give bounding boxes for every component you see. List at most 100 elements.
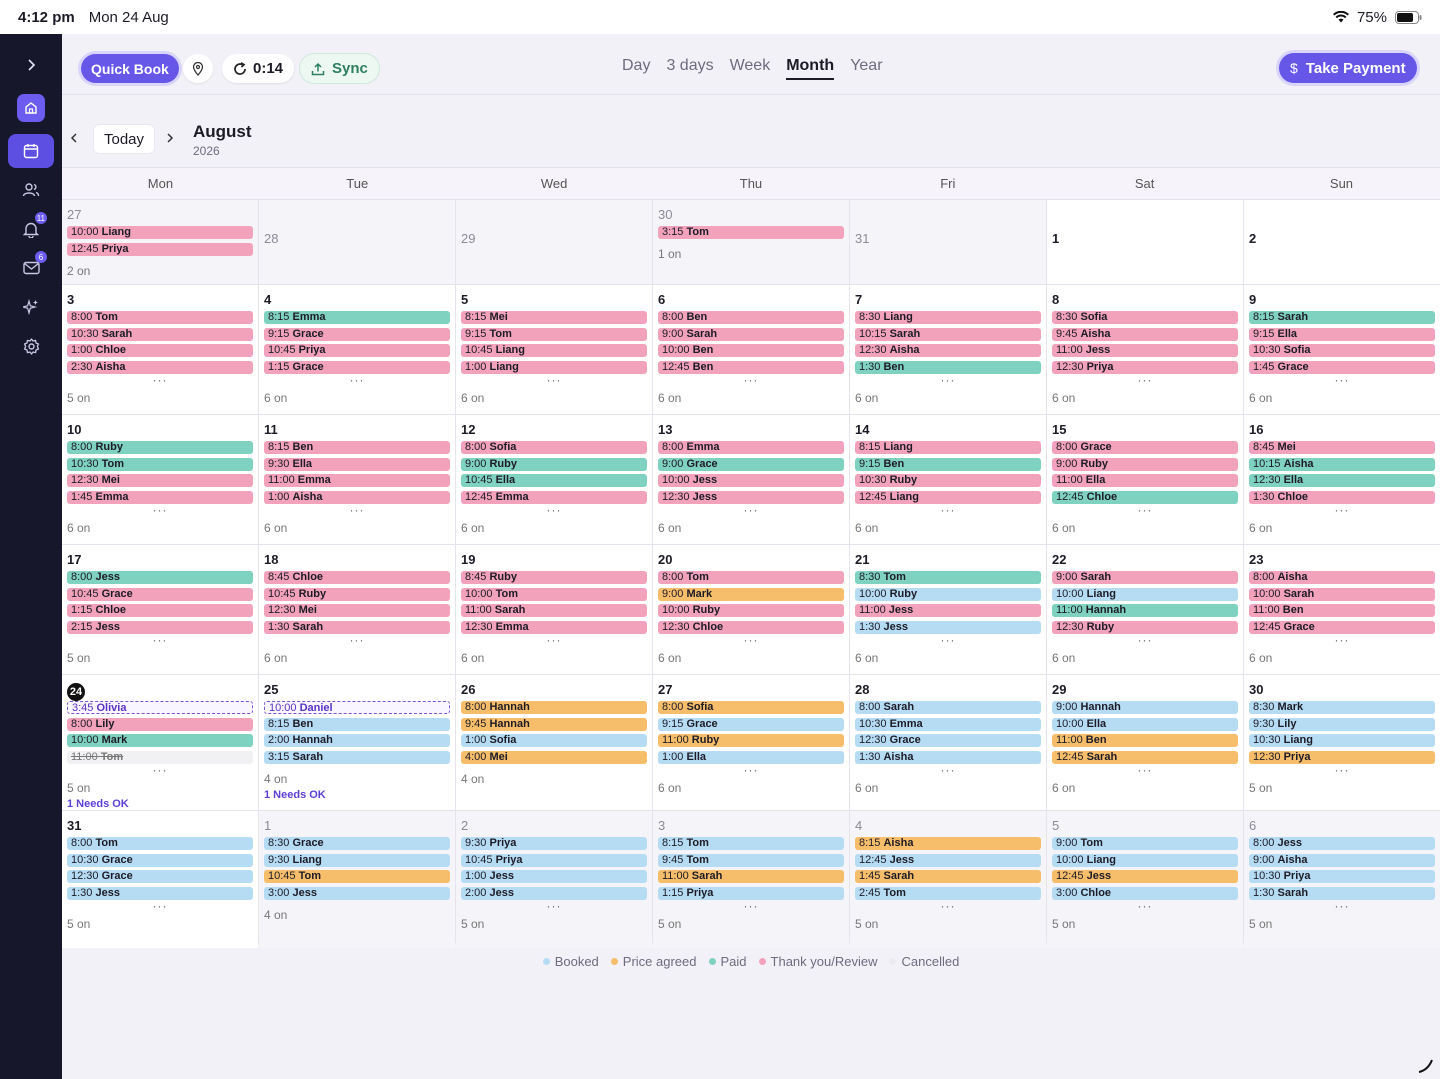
appointment-thanks[interactable]: 12:30 Ruby [1052, 620, 1238, 634]
appointment-booked[interactable]: 2:00 Hannah [264, 734, 450, 747]
take-payment-button[interactable]: $ Take Payment [1279, 53, 1417, 83]
more-icon[interactable]: ··· [1137, 763, 1153, 777]
appointment-booked[interactable]: 10:45 Priya [461, 853, 647, 867]
appointment-paid[interactable]: 10:45 Ella [461, 474, 647, 487]
more-icon[interactable]: ··· [152, 763, 168, 777]
appointment-thanks[interactable]: 1:00 Liang [461, 360, 647, 374]
appointment-paid[interactable]: 10:00 Mark [67, 734, 253, 747]
appointment-thanks[interactable]: 8:15 Ben [264, 441, 450, 454]
appointment-thanks[interactable]: 1:45 Grace [1249, 360, 1435, 374]
more-icon[interactable]: ··· [546, 503, 562, 517]
appointment-booked[interactable]: 12:30 Grace [855, 734, 1041, 747]
appointment-thanks[interactable]: 12:30 Mei [67, 474, 253, 487]
sidebar-item-settings[interactable] [11, 329, 51, 363]
more-icon[interactable]: ··· [743, 373, 759, 387]
appointment-booked[interactable]: 8:15 Ben [264, 717, 450, 731]
next-month-button[interactable] [166, 131, 178, 149]
appointment-price[interactable]: 12:45 Jess [1052, 870, 1238, 883]
appointment-thanks[interactable]: 9:00 Sarah [658, 327, 844, 341]
appointment-booked[interactable]: 9:45 Tom [658, 853, 844, 867]
appointment-booked[interactable]: 12:30 Grace [67, 870, 253, 883]
appointment-thanks[interactable]: 8:00 Emma [658, 441, 844, 454]
day-cell[interactable]: 6 8:00 Ben 9:00 Sarah 10:00 Ben 12:45 Ben ···… [653, 285, 849, 414]
day-cell[interactable]: 11 8:15 Ben 9:30 Ella 11:00 Emma 1:00 Aisha ·… [259, 415, 455, 544]
appointment-thanks[interactable]: 12:30 Chloe [658, 620, 844, 634]
appointment-booked[interactable]: 9:15 Grace [658, 717, 844, 731]
day-cell[interactable]: 1 8:30 Grace 9:30 Liang 10:45 Tom 3:00 Jess 4… [259, 811, 455, 948]
appointment-paid[interactable]: 12:30 Ella [1249, 474, 1435, 487]
appointment-booked[interactable]: 9:00 Aisha [1249, 853, 1435, 867]
more-icon[interactable]: ··· [1137, 503, 1153, 517]
appointment-thanks[interactable]: 12:45 Liang [855, 490, 1041, 504]
appointment-booked[interactable]: 3:00 Jess [264, 886, 450, 900]
more-icon[interactable]: ··· [940, 373, 956, 387]
day-cell[interactable]: 20 8:00 Tom 9:00 Mark 10:00 Ruby 12:30 Chloe… [653, 545, 849, 674]
day-cell[interactable]: 27 8:00 Sofia 9:15 Grace 11:00 Ruby 1:00 Ell… [653, 675, 849, 810]
needs-ok-label[interactable]: 1 Needs OK [67, 798, 129, 810]
day-cell[interactable]: 3 8:15 Tom 9:45 Tom 11:00 Sarah 1:15 Priya ··… [653, 811, 849, 948]
more-icon[interactable]: ··· [546, 633, 562, 647]
appointment-thanks[interactable]: 8:45 Chloe [264, 571, 450, 584]
appointment-booked[interactable]: 10:00 Liang [1052, 853, 1238, 867]
appointment-paid[interactable]: 8:15 Sarah [1249, 311, 1435, 324]
appointment-booked[interactable]: 8:15 Tom [658, 837, 844, 850]
more-icon[interactable]: ··· [940, 899, 956, 913]
more-icon[interactable]: ··· [152, 899, 168, 913]
appointment-booked[interactable]: 12:45 Jess [855, 853, 1041, 867]
appointment-thanks[interactable]: 11:00 Emma [264, 474, 450, 487]
appointment-pending[interactable]: 3:45 Olivia [67, 701, 253, 714]
appointment-thanks[interactable]: 8:30 Sofia [1052, 311, 1238, 324]
day-cell[interactable]: 19 8:45 Ruby 10:00 Tom 11:00 Sarah 12:30 Emm… [456, 545, 652, 674]
day-cell[interactable]: 4 8:15 Emma 9:15 Grace 10:45 Priya 1:15 Grac… [259, 285, 455, 414]
more-icon[interactable]: ··· [1334, 763, 1350, 777]
appointment-thanks[interactable]: 8:00 Aisha [1249, 571, 1435, 584]
more-icon[interactable]: ··· [940, 503, 956, 517]
appointment-thanks[interactable]: 9:15 Grace [264, 327, 450, 341]
appointment-thanks[interactable]: 1:00 Chloe [67, 344, 253, 357]
view-tab-3-days[interactable]: 3 days [666, 57, 714, 74]
appointment-booked[interactable]: 10:30 Liang [1249, 734, 1435, 747]
appointment-booked[interactable]: 3:15 Sarah [264, 750, 450, 764]
appointment-paid[interactable]: 8:15 Emma [264, 311, 450, 324]
day-cell[interactable]: 5 9:00 Tom 10:00 Liang 12:45 Jess 3:00 Chloe… [1047, 811, 1243, 948]
appointment-paid[interactable]: 8:30 Tom [855, 571, 1041, 584]
quick-book-button[interactable]: Quick Book [81, 54, 179, 83]
more-icon[interactable]: ··· [1334, 503, 1350, 517]
appointment-booked[interactable]: 8:30 Mark [1249, 701, 1435, 714]
appointment-paid[interactable]: 12:45 Chloe [1052, 490, 1238, 504]
appointment-thanks[interactable]: 10:00 Jess [658, 474, 844, 487]
day-cell[interactable]: 1 [1047, 200, 1243, 284]
appointment-thanks[interactable]: 12:45 Grace [1249, 620, 1435, 634]
appointment-thanks[interactable]: 9:00 Sarah [1052, 571, 1238, 584]
more-icon[interactable]: ··· [1137, 373, 1153, 387]
more-icon[interactable]: ··· [743, 899, 759, 913]
appointment-booked[interactable]: 10:30 Grace [67, 853, 253, 867]
appointment-booked[interactable]: 10:00 Ella [1052, 717, 1238, 731]
appointment-booked[interactable]: 1:30 Aisha [855, 750, 1041, 764]
sidebar-item-clients[interactable] [11, 173, 51, 207]
appointment-thanks[interactable]: 12:45 Priya [67, 242, 253, 256]
appointment-thanks[interactable]: 8:00 Tom [658, 571, 844, 584]
day-cell[interactable]: 2 9:30 Priya 10:45 Priya 1:00 Jess 2:00 Jess… [456, 811, 652, 948]
appointment-thanks[interactable]: 8:30 Liang [855, 311, 1041, 324]
more-icon[interactable]: ··· [743, 633, 759, 647]
appointment-booked[interactable]: 1:30 Jess [855, 620, 1041, 634]
day-cell[interactable]: 5 8:15 Mei 9:15 Tom 10:45 Liang 1:00 Liang ··… [456, 285, 652, 414]
more-icon[interactable]: ··· [152, 373, 168, 387]
appointment-thanks[interactable]: 10:00 Liang [67, 226, 253, 239]
appointment-thanks[interactable]: 12:30 Emma [461, 620, 647, 634]
appointment-price[interactable]: 8:15 Aisha [855, 837, 1041, 850]
more-icon[interactable]: ··· [1334, 373, 1350, 387]
appointment-thanks[interactable]: 9:15 Ella [1249, 327, 1435, 341]
appointment-price[interactable]: 9:45 Hannah [461, 717, 647, 731]
appointment-thanks[interactable]: 12:45 Emma [461, 490, 647, 504]
day-cell[interactable]: 22 9:00 Sarah 10:00 Liang 11:00 Hannah 12:30… [1047, 545, 1243, 674]
day-cell[interactable]: 2 [1244, 200, 1440, 284]
day-cell[interactable]: 12 8:00 Sofia 9:00 Ruby 10:45 Ella 12:45 Emm… [456, 415, 652, 544]
appointment-paid[interactable]: 9:00 Grace [658, 457, 844, 471]
appointment-thanks[interactable]: 10:00 Tom [461, 587, 647, 601]
appointment-booked[interactable]: 9:30 Priya [461, 837, 647, 850]
appointment-thanks[interactable]: 8:45 Mei [1249, 441, 1435, 454]
appointment-price[interactable]: 8:00 Hannah [461, 701, 647, 714]
sidebar-item-notifications[interactable]: 11 [11, 212, 51, 246]
